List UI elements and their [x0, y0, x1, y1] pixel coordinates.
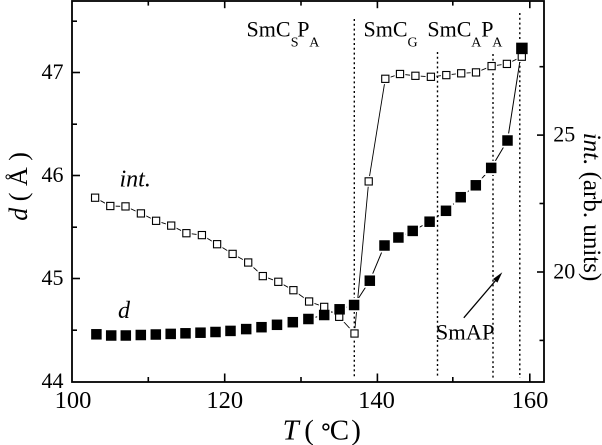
svg-text:d ( Å ): d ( Å )	[4, 152, 33, 221]
svg-text:45: 45	[42, 265, 64, 290]
svg-text:P: P	[481, 16, 493, 41]
svg-text:120: 120	[206, 387, 243, 414]
svg-text:P: P	[297, 16, 309, 41]
svg-text:160: 160	[512, 387, 549, 414]
svg-text:G: G	[408, 36, 418, 51]
svg-text:(: (	[304, 415, 314, 445]
svg-text:C: C	[330, 415, 349, 445]
svg-text:T: T	[283, 415, 301, 445]
svg-text:46: 46	[42, 162, 64, 187]
svg-text:25: 25	[553, 121, 575, 146]
svg-text:SmAP: SmAP	[436, 320, 495, 345]
svg-text:SmC: SmC	[247, 16, 291, 41]
svg-text:47: 47	[42, 59, 64, 84]
svg-text:int.: int.	[120, 167, 151, 193]
svg-text:20: 20	[553, 258, 575, 283]
svg-text:A: A	[471, 36, 482, 51]
svg-text:100: 100	[55, 387, 92, 414]
svg-text:140: 140	[358, 387, 395, 414]
svg-text:A: A	[309, 36, 320, 51]
svg-text:d: d	[118, 298, 131, 324]
svg-text:S: S	[291, 36, 299, 51]
svg-text:SmC: SmC	[364, 16, 408, 41]
svg-text:A: A	[492, 36, 503, 51]
svg-text:): )	[351, 415, 361, 445]
svg-text:44: 44	[42, 368, 64, 393]
svg-text:int. (arb. units): int. (arb. units)	[578, 133, 602, 282]
svg-text:SmC: SmC	[427, 16, 471, 41]
